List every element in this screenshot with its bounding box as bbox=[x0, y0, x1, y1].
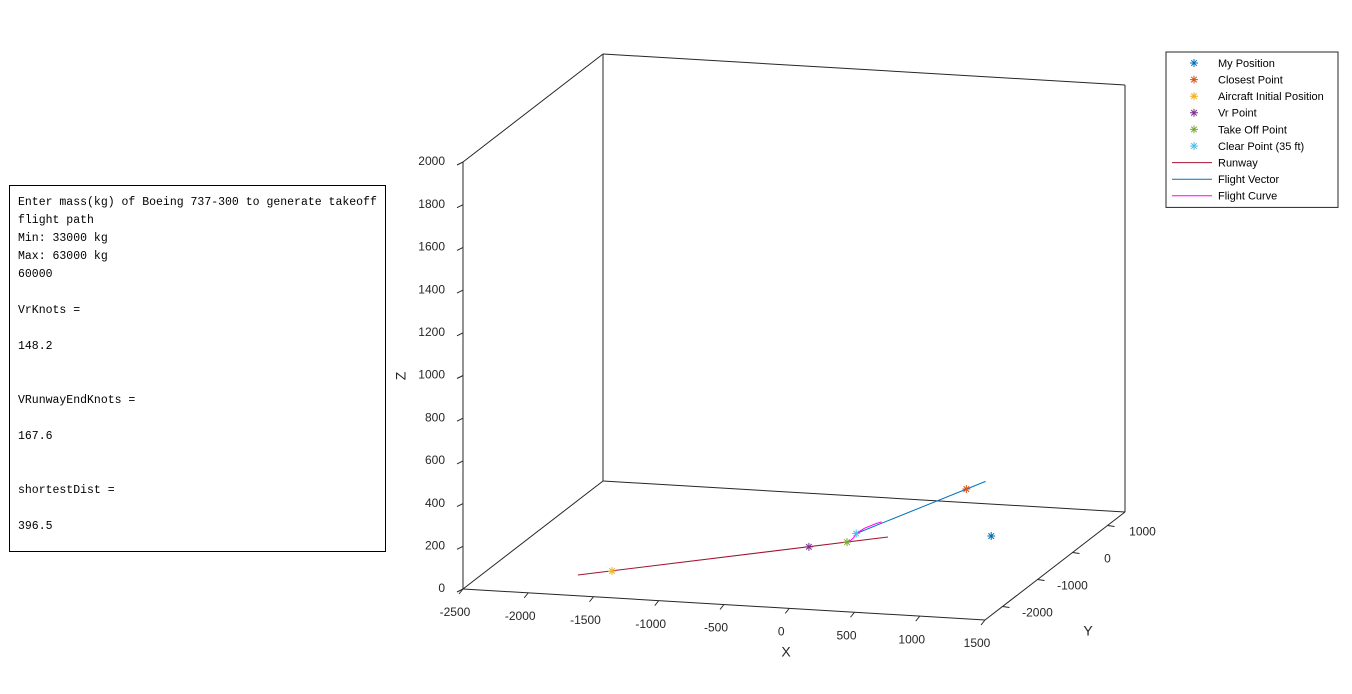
legend-label: Closest Point bbox=[1218, 75, 1283, 87]
y-tick-label: -1000 bbox=[1057, 579, 1088, 593]
console-line: Enter mass(kg) of Boeing 737-300 to gene… bbox=[18, 196, 384, 227]
legend-swatch bbox=[1190, 142, 1198, 150]
point-marker bbox=[804, 542, 813, 551]
console-line: Max: 63000 kg bbox=[18, 250, 108, 263]
z-tick-label: 1000 bbox=[418, 368, 445, 382]
x-tick bbox=[915, 615, 921, 622]
x-tick-label: 1500 bbox=[964, 636, 991, 650]
y-tick bbox=[1002, 606, 1010, 608]
z-tick bbox=[456, 460, 464, 465]
z-tick bbox=[456, 332, 464, 337]
legend-swatch bbox=[1190, 75, 1198, 84]
legend-swatch bbox=[1190, 59, 1198, 67]
console-line: 396.5 bbox=[18, 520, 53, 533]
x-axis-label: X bbox=[781, 644, 791, 660]
z-tick bbox=[456, 417, 464, 422]
x-tick bbox=[589, 596, 594, 603]
x-tick-label: -2500 bbox=[440, 605, 471, 619]
console-line: shortestDist = bbox=[18, 484, 115, 497]
legend: My Position Closest Point Aircraft Initial… bbox=[1165, 51, 1339, 208]
z-tick-label: 1800 bbox=[418, 197, 445, 211]
z-tick-label: 2000 bbox=[418, 154, 445, 168]
z-tick bbox=[456, 204, 464, 209]
z-tick-label: 1400 bbox=[418, 282, 445, 296]
legend-swatch bbox=[1190, 108, 1198, 117]
console-line: Min: 33000 kg bbox=[18, 232, 108, 245]
z-tick-label: 1600 bbox=[418, 240, 445, 254]
x-tick bbox=[523, 592, 529, 599]
axis-box-edge bbox=[462, 53, 604, 163]
series-line bbox=[577, 536, 889, 576]
z-tick bbox=[456, 161, 464, 166]
x-tick-label: 500 bbox=[836, 628, 856, 642]
legend-label: Aircraft Initial Position bbox=[1218, 91, 1324, 103]
y-tick bbox=[1037, 579, 1045, 581]
y-tick-label: 1000 bbox=[1129, 525, 1156, 539]
y-tick-label: -2000 bbox=[1022, 606, 1053, 620]
z-tick bbox=[456, 545, 464, 550]
z-tick bbox=[456, 588, 464, 593]
legend-label: Vr Point bbox=[1218, 108, 1257, 120]
x-tick-label: -2000 bbox=[505, 609, 536, 623]
x-tick bbox=[719, 604, 725, 610]
x-tick-label: -1500 bbox=[570, 613, 601, 627]
z-tick-label: 1200 bbox=[418, 325, 445, 339]
x-tick bbox=[654, 600, 660, 606]
z-tick-label: 0 bbox=[438, 581, 445, 595]
legend-label: Take Off Point bbox=[1218, 124, 1287, 136]
x-tick bbox=[784, 608, 790, 614]
point-marker bbox=[987, 532, 996, 541]
z-tick bbox=[456, 375, 464, 379]
axis-box-edge bbox=[602, 53, 1126, 86]
console-panel: Enter mass(kg) of Boeing 737-300 to gene… bbox=[9, 185, 386, 552]
point-marker bbox=[962, 485, 971, 494]
x-tick bbox=[850, 611, 855, 618]
z-axis-label: Z bbox=[393, 371, 409, 380]
legend-label: Flight Curve bbox=[1218, 191, 1277, 203]
legend-label: Clear Point (35 ft) bbox=[1218, 141, 1304, 153]
axis-box-edge bbox=[462, 480, 604, 590]
x-tick-label: -500 bbox=[704, 621, 728, 635]
z-tick bbox=[456, 289, 464, 294]
y-tick-label: 0 bbox=[1104, 552, 1111, 566]
legend-label: My Position bbox=[1218, 58, 1275, 70]
series-line bbox=[856, 480, 986, 534]
z-tick bbox=[456, 246, 464, 251]
z-tick-label: 600 bbox=[425, 453, 445, 467]
y-tick bbox=[1072, 552, 1080, 554]
x-tick-label: -1000 bbox=[635, 617, 666, 631]
legend-swatch bbox=[1190, 92, 1198, 101]
z-tick-label: 400 bbox=[425, 496, 445, 510]
legend-label: Runway bbox=[1218, 158, 1258, 170]
axis-box-edge bbox=[984, 511, 1126, 621]
x-tick-label: 1000 bbox=[898, 632, 925, 646]
console-line: VrKnots = bbox=[18, 304, 81, 317]
point-marker bbox=[852, 529, 861, 538]
console-line: VRunwayEndKnots = bbox=[18, 394, 136, 407]
z-tick-label: 200 bbox=[425, 538, 445, 552]
x-tick bbox=[980, 619, 986, 626]
legend-label: Flight Vector bbox=[1218, 174, 1279, 186]
y-axis-label: Y bbox=[1083, 623, 1093, 639]
z-tick-label: 800 bbox=[425, 410, 445, 424]
point-marker bbox=[843, 538, 852, 547]
x-tick-label: 0 bbox=[778, 625, 785, 639]
point-marker bbox=[608, 566, 617, 575]
y-tick bbox=[1107, 525, 1115, 527]
z-tick bbox=[456, 503, 464, 508]
console-line: 148.2 bbox=[18, 340, 53, 353]
axis-box-edge bbox=[602, 480, 1126, 513]
console-line: 60000 bbox=[18, 268, 53, 281]
console-line: 167.6 bbox=[18, 430, 53, 443]
legend-swatch bbox=[1190, 125, 1198, 134]
